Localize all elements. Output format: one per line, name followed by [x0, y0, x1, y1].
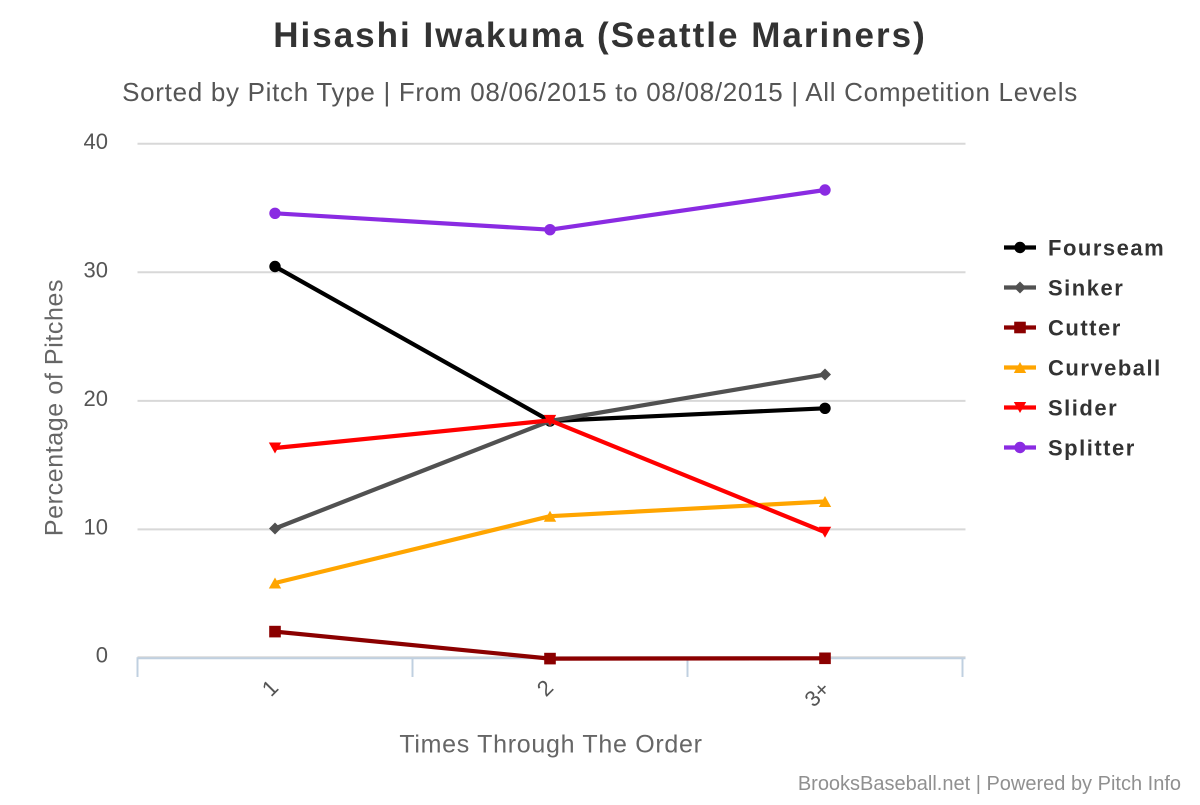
svg-text:Splitter: Splitter	[1048, 436, 1136, 461]
svg-text:Fourseam: Fourseam	[1048, 236, 1165, 261]
svg-text:BrooksBaseball.net | Powered b: BrooksBaseball.net | Powered by Pitch In…	[798, 773, 1181, 795]
svg-text:Cutter: Cutter	[1048, 316, 1122, 341]
svg-text:10: 10	[84, 515, 108, 540]
svg-text:Hisashi Iwakuma (Seattle Marin: Hisashi Iwakuma (Seattle Mariners)	[273, 16, 927, 55]
svg-text:Sorted by Pitch Type | From 08: Sorted by Pitch Type | From 08/06/2015 t…	[122, 77, 1078, 107]
svg-text:Sinker: Sinker	[1048, 276, 1124, 301]
svg-text:Percentage of Pitches: Percentage of Pitches	[41, 279, 69, 536]
svg-text:30: 30	[84, 258, 108, 283]
svg-text:0: 0	[96, 643, 108, 668]
svg-text:Slider: Slider	[1048, 396, 1118, 421]
svg-text:20: 20	[84, 386, 108, 411]
svg-text:Curveball: Curveball	[1048, 356, 1162, 381]
svg-text:Times Through The Order: Times Through The Order	[399, 731, 702, 759]
svg-text:40: 40	[84, 129, 108, 154]
